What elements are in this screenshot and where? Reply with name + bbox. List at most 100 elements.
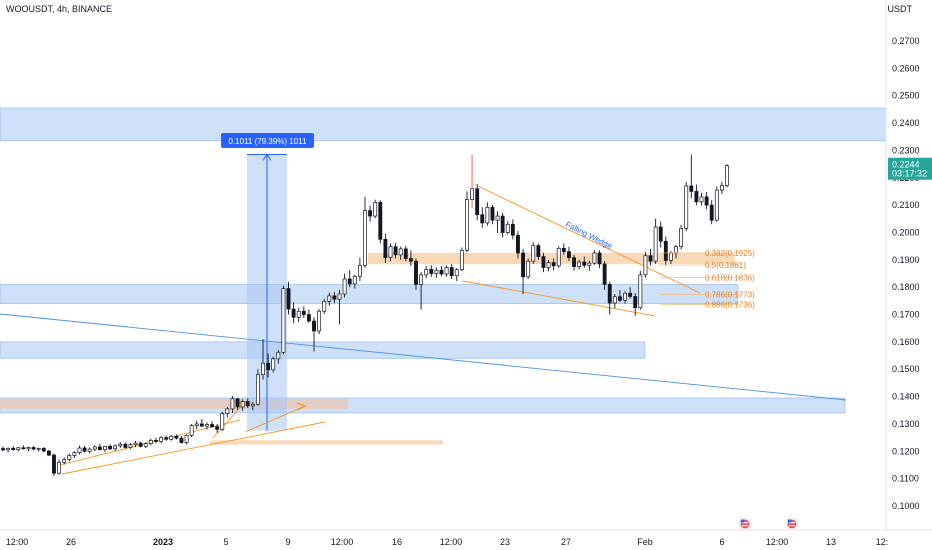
y-tick-label: 0.2600	[892, 63, 920, 73]
candle-body	[138, 442, 143, 447]
candle-body	[612, 296, 617, 304]
zone-0	[0, 107, 887, 142]
candle-body	[113, 445, 118, 450]
zone-1	[0, 284, 739, 304]
candle-body	[240, 401, 245, 408]
fib-label-2: 0.618(0.1836)	[705, 273, 755, 282]
candle-body	[485, 206, 490, 224]
candle-body	[510, 223, 515, 236]
candle-body	[36, 447, 41, 450]
candles-layer	[1, 154, 729, 476]
candle-body	[1, 448, 5, 451]
candle-body	[301, 310, 306, 315]
candle-body	[567, 251, 571, 258]
candle-body	[97, 446, 102, 451]
candle-body	[434, 269, 439, 274]
fib-label-0: 0.382(0.1925)	[705, 249, 755, 258]
candle-body	[255, 374, 260, 405]
candle-body	[322, 301, 327, 312]
y-tick-label: 0.1000	[892, 501, 920, 511]
zone-6	[210, 440, 443, 445]
candle-body	[154, 440, 158, 442]
candle-body	[327, 295, 332, 302]
us-event-flag-icon	[742, 522, 748, 524]
candle-body	[704, 196, 709, 206]
candle-body	[582, 261, 587, 266]
measure-label: 0.1011 (79.39%) 1011	[229, 137, 308, 146]
y-tick-label: 0.2300	[892, 145, 920, 155]
candle-body	[347, 278, 352, 285]
candle-body	[689, 185, 694, 192]
candle-body	[378, 202, 383, 240]
x-tick-label: 27	[561, 537, 571, 547]
candle-body	[424, 269, 429, 276]
candle-body	[133, 442, 138, 446]
candle-body	[465, 199, 469, 251]
candle-body	[194, 423, 199, 426]
candle-body	[281, 288, 286, 353]
candle-body	[108, 446, 113, 450]
candle-body	[118, 443, 123, 447]
candle-body	[52, 454, 56, 474]
x-tick-label: 12:00	[440, 537, 463, 547]
candle-body	[291, 308, 296, 318]
y-tick-label: 0.2100	[892, 200, 920, 210]
candle-body	[607, 284, 612, 304]
x-tick-label: 9	[285, 537, 290, 547]
candle-body	[245, 401, 250, 407]
time-axis: 12:00 26 2023 5 9 12:00 16 12:00 23 27 Feb 6 12:00 13…	[6, 517, 889, 547]
candle-body	[286, 288, 291, 310]
candle-body	[368, 210, 373, 217]
measure-arrow	[262, 153, 272, 161]
x-tick-label: 26	[66, 537, 76, 547]
candle-body	[623, 292, 627, 301]
us-event-flag-icon	[787, 519, 792, 523]
x-tick-label: 23	[500, 537, 510, 547]
candle-body	[638, 274, 643, 309]
fib-label-3: 0.786(0.1773)	[705, 291, 755, 300]
y-axis-unit: USDT	[887, 4, 913, 14]
us-event-flag-icon	[742, 525, 748, 527]
y-tick-label: 0.1400	[892, 392, 920, 402]
candle-body	[429, 269, 434, 274]
trendline-4	[462, 280, 656, 317]
arrow-head-2	[296, 402, 307, 411]
x-tick-label: 6	[719, 537, 724, 547]
candle-body	[357, 264, 362, 277]
candle-body	[556, 247, 561, 267]
x-tick-label: 13	[826, 537, 836, 547]
last-price-box	[888, 157, 932, 180]
candle-body	[235, 398, 240, 408]
candle-body	[189, 425, 194, 436]
candle-body	[592, 252, 597, 264]
y-tick-label: 0.2700	[892, 36, 920, 46]
candle-body	[694, 191, 699, 203]
trendline-6	[244, 405, 306, 433]
candle-body	[312, 320, 316, 332]
x-tick-label: 16	[392, 537, 402, 547]
trendline-2	[61, 421, 326, 475]
x-tick-label: 12:	[876, 537, 889, 547]
candle-body	[82, 447, 87, 452]
candle-body	[184, 435, 189, 443]
candle-body	[521, 252, 525, 278]
candle-body	[276, 351, 281, 360]
candle-body	[444, 267, 449, 275]
candle-body	[679, 228, 684, 248]
candle-body	[16, 447, 21, 451]
candle-body	[103, 446, 107, 451]
trendlines-layer	[0, 185, 847, 475]
candle-body	[148, 440, 153, 444]
candle-body	[658, 226, 663, 242]
candle-body	[72, 452, 77, 456]
candle-body	[725, 165, 729, 186]
candle-body	[419, 274, 424, 285]
candle-body	[577, 261, 582, 268]
x-tick-label: 12:00	[766, 537, 789, 547]
candle-body	[143, 443, 148, 447]
candle-body	[643, 255, 648, 276]
candle-body	[159, 437, 163, 442]
candle-body	[225, 408, 230, 414]
